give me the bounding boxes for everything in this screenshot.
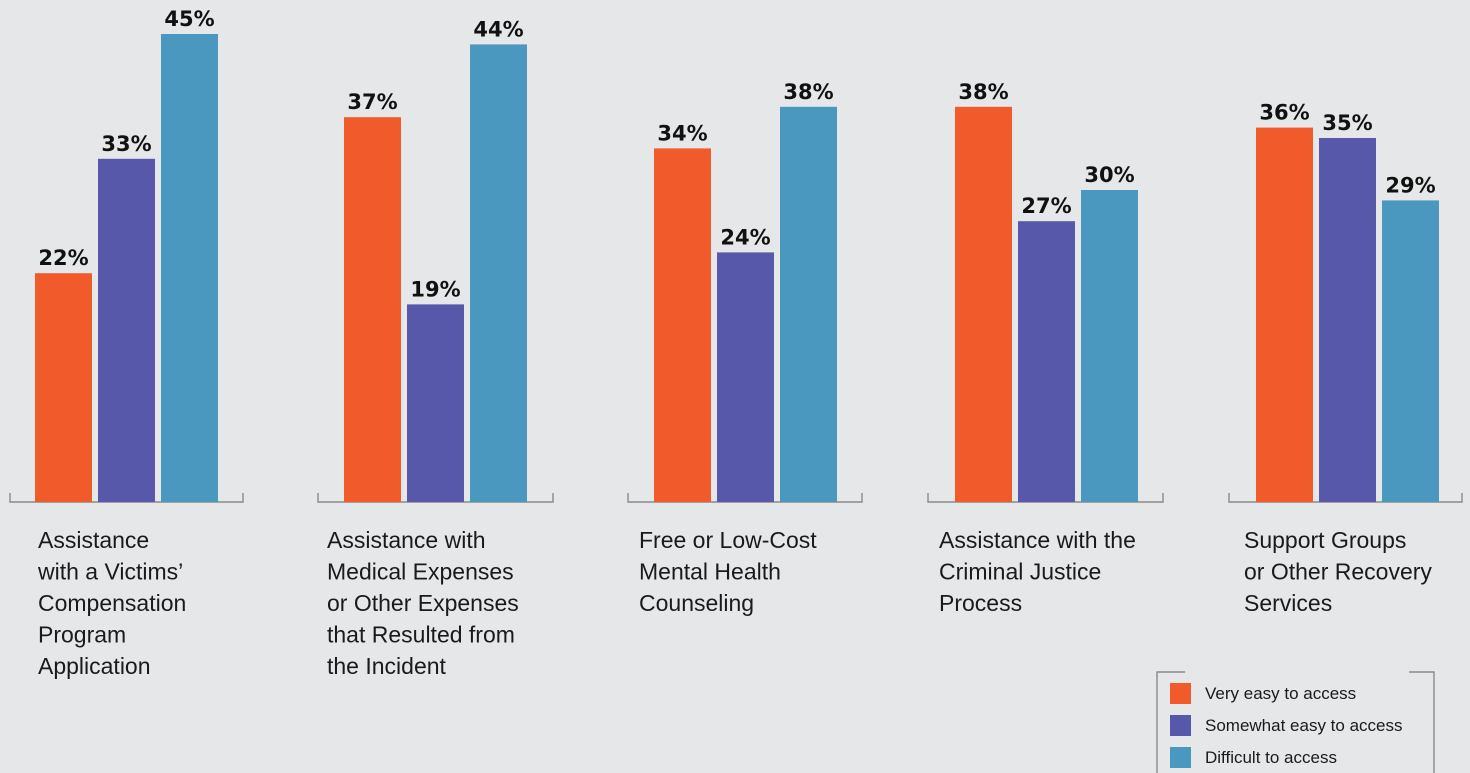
category-label: Free or Low-Cost Mental Health Counseling [639, 527, 817, 616]
category-label-line: Mental Health [639, 559, 781, 585]
bar [717, 252, 774, 502]
data-label: 36% [1259, 101, 1309, 125]
bars-layer [35, 34, 1439, 503]
category-label-line: with a Victims’ [37, 559, 183, 585]
category-label-line: Services [1244, 590, 1332, 616]
data-label: 27% [1021, 194, 1071, 218]
bar [654, 148, 711, 502]
data-label: 38% [783, 80, 833, 104]
data-label: 37% [347, 90, 397, 114]
category-label-line: Compensation [38, 590, 186, 616]
category-label-line: Process [939, 590, 1022, 616]
legend-swatch [1170, 683, 1191, 704]
legend-label: Very easy to access [1205, 684, 1356, 703]
bar [98, 158, 155, 503]
data-label: 44% [473, 17, 523, 41]
category-label-line: Medical Expenses [327, 559, 514, 585]
category-label-line: Program [38, 622, 126, 648]
legend-swatch [1170, 715, 1191, 736]
bar [1081, 190, 1138, 502]
category-label-line: Counseling [639, 590, 754, 616]
legend-swatch [1170, 747, 1191, 768]
bar [161, 34, 218, 502]
data-label: 34% [657, 121, 707, 145]
category-label-line: Assistance [38, 527, 149, 553]
bar [407, 304, 464, 502]
category-label-line: the Incident [327, 653, 447, 679]
category-label: Assistance with the Criminal Justice Proce… [939, 527, 1136, 616]
category-label: Assistance with a Victims’ Compensation Pro… [37, 527, 186, 679]
bar [1382, 200, 1439, 502]
bar [470, 44, 527, 503]
bar [1256, 127, 1313, 502]
legend-label: Difficult to access [1205, 748, 1337, 767]
data-label: 45% [164, 7, 214, 31]
bar [1018, 221, 1075, 502]
bar [1319, 138, 1376, 502]
data-label: 35% [1322, 111, 1372, 135]
data-label: 22% [38, 246, 88, 270]
legend: Very easy to access Somewhat easy to acce… [1156, 671, 1435, 773]
category-labels-layer: Assistance with a Victims’ Compensation Pro… [37, 527, 1432, 679]
legend-label: Somewhat easy to access [1205, 716, 1402, 735]
category-label-line: Support Groups [1244, 527, 1406, 553]
legend-frame [1156, 671, 1435, 773]
category-label-line: that Resulted from [327, 622, 515, 648]
bar [344, 117, 401, 502]
bar [35, 273, 92, 502]
category-label: Support Groups or Other Recovery Services [1244, 527, 1432, 616]
category-label-line: Criminal Justice [939, 559, 1101, 585]
category-label-line: Assistance with the [939, 527, 1136, 553]
category-label-line: Free or Low-Cost [639, 527, 817, 553]
category-label-line: or Other Expenses [327, 590, 519, 616]
category-label: Assistance with Medical Expenses or Other … [327, 527, 519, 679]
category-label-line: Assistance with [327, 527, 486, 553]
category-label-line: or Other Recovery [1244, 559, 1432, 585]
data-label: 29% [1385, 173, 1435, 197]
data-label: 38% [958, 80, 1008, 104]
data-label: 24% [720, 225, 770, 249]
bar [780, 106, 837, 503]
category-label-line: Application [38, 653, 151, 679]
data-label: 30% [1084, 163, 1134, 187]
value-labels-layer: 22% 33% 45% 37% 19% 44% 34% 24% 38% 38% 27% 30% 36% 3… [38, 7, 1435, 301]
data-label: 19% [410, 277, 460, 301]
data-label: 33% [101, 132, 151, 156]
bar [955, 106, 1012, 503]
